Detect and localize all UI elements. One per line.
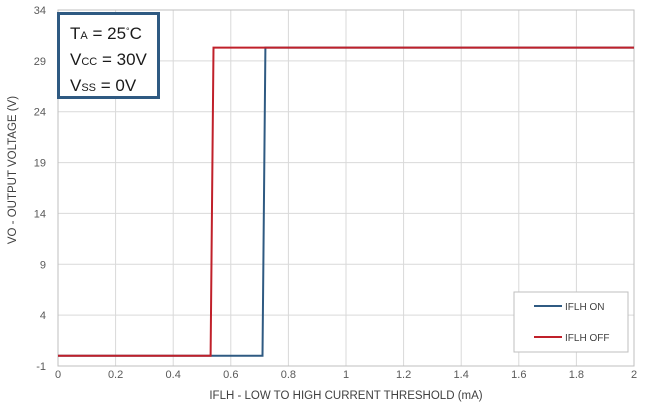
series-line-iflh-off	[58, 46, 634, 357]
x-tick-label: 0.8	[281, 369, 296, 381]
conditions-annotation-box: TA = 25°C VCC = 30V VSS = 0V	[57, 12, 160, 99]
annotation-vcc: VCC = 30V	[70, 48, 157, 74]
y-axis-title: VO - OUTPUT VOLTAGE (V)	[7, 96, 19, 244]
annotation-ta: TA = 25°C	[70, 20, 157, 48]
annotation-vcc-value: = 30V	[97, 50, 147, 69]
annotation-ta-symbol: T	[70, 24, 81, 43]
annotation-vss-value: = 0V	[96, 76, 137, 95]
x-tick-labels: 0 0.2 0.4 0.6 0.8 1 1.2 1.4 1.6 1.8 2	[55, 369, 637, 381]
annotation-vcc-symbol: V	[70, 50, 82, 69]
annotation-ta-value: = 25	[87, 24, 127, 43]
annotation-ta-subscript: A	[80, 30, 88, 42]
x-axis-title: IFLH - LOW TO HIGH CURRENT THRESHOLD (mA…	[209, 390, 482, 402]
y-tick-label: 4	[40, 310, 46, 322]
annotation-vss-symbol: V	[70, 76, 82, 95]
annotation-vcc-subscript: CC	[81, 56, 98, 68]
x-tick-label: 1.4	[454, 369, 469, 381]
y-tick-labels: -1 4 9 14 19 24 29 34	[34, 5, 46, 373]
x-tick-label: 0.4	[166, 369, 181, 381]
x-tick-label: 0.2	[108, 369, 123, 381]
x-tick-label: 1.2	[396, 369, 411, 381]
legend-label: IFLH OFF	[565, 333, 609, 344]
y-tick-label: 19	[34, 158, 46, 170]
y-tick-label: 34	[34, 5, 46, 17]
y-tick-label: 9	[40, 259, 46, 271]
annotation-degree-sign: °	[126, 26, 130, 36]
legend: IFLH ON IFLH OFF	[513, 291, 629, 353]
series-layer	[58, 46, 634, 357]
plot-area-border	[57, 9, 635, 367]
x-tick-label: 0	[55, 369, 61, 381]
x-tick-label: 0.6	[223, 369, 238, 381]
x-tick-label: 1.8	[569, 369, 584, 381]
legend-label: IFLH ON	[565, 302, 604, 313]
x-tick-label: 1.6	[511, 369, 526, 381]
y-tick-label: -1	[36, 361, 46, 373]
y-tick-label: 24	[34, 107, 46, 119]
annotation-vss-subscript: SS	[81, 82, 97, 94]
x-tick-label: 1	[343, 369, 349, 381]
annotation-ta-unit: C	[129, 24, 142, 43]
x-tick-label: 2	[631, 369, 637, 381]
y-tick-label: 14	[34, 208, 46, 220]
y-tick-label: 29	[34, 56, 46, 68]
legend-box	[513, 291, 629, 353]
annotation-vss: VSS = 0V	[70, 74, 157, 100]
